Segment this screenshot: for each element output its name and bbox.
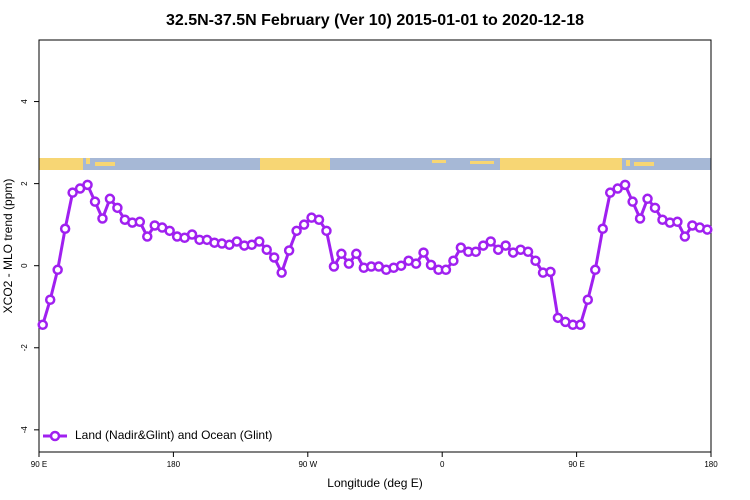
data-point [254, 236, 265, 247]
data-point [44, 294, 56, 306]
data-point [343, 258, 355, 269]
data-point [492, 244, 504, 255]
data-point [313, 214, 325, 225]
data-point [291, 225, 302, 237]
y-tick-label: -2 [20, 344, 29, 352]
y-axis-label: XCO2 - MLO trend (ppm) [1, 179, 15, 314]
data-point [530, 255, 541, 267]
data-point [283, 245, 295, 256]
data-point [37, 319, 48, 331]
data-point [470, 246, 482, 257]
data-point [642, 193, 653, 205]
series-line [41, 182, 708, 327]
data-point [485, 236, 496, 247]
y-tick-label: -4 [20, 426, 29, 434]
plot-frame [38, 39, 712, 453]
x-tick-label: 180 [704, 460, 718, 469]
data-point [440, 264, 452, 276]
data-point [522, 246, 534, 257]
data-point [545, 266, 556, 278]
y-tick-label: 4 [20, 99, 29, 104]
data-point [186, 229, 198, 240]
data-point [649, 202, 661, 214]
data-point [82, 179, 93, 191]
data-point [89, 196, 101, 207]
data-point [418, 247, 429, 258]
land-ocean-band [39, 158, 711, 170]
data-point [552, 312, 564, 324]
data-point [619, 179, 631, 191]
data-point [455, 242, 467, 253]
data-point [672, 216, 683, 228]
data-point [276, 267, 287, 278]
legend-marker [49, 430, 61, 442]
x-tick-label: 180 [167, 460, 181, 469]
data-point [351, 248, 362, 260]
data-point [321, 225, 332, 237]
data-point [590, 264, 601, 276]
y-tick-label: 0 [20, 263, 29, 268]
data-point [112, 202, 123, 214]
data-point [67, 187, 78, 198]
data-point [104, 193, 116, 205]
data-point [52, 264, 63, 276]
data-point [634, 213, 646, 224]
legend-label: Land (Nadir&Glint) and Ocean (Glint) [75, 428, 272, 442]
data-point [164, 225, 175, 237]
x-tick-label: 90 E [568, 460, 584, 469]
data-point [134, 216, 146, 228]
data-point [410, 258, 422, 269]
data-point [702, 224, 713, 235]
data-point [395, 260, 407, 271]
data-point [59, 223, 71, 235]
data-point [268, 252, 280, 263]
x-tick-label: 90 E [31, 460, 47, 469]
data-point [500, 240, 511, 251]
chart-title: 32.5N-37.5N February (Ver 10) 2015-01-01… [166, 12, 584, 29]
data-point [97, 213, 108, 224]
x-tick-label: 90 W [298, 460, 317, 469]
data-point [328, 261, 340, 272]
data-point [575, 319, 586, 331]
y-tick-label: 2 [20, 181, 29, 186]
data-point [425, 259, 437, 271]
data-point [448, 255, 459, 267]
data-point [627, 196, 638, 207]
data-point [231, 236, 243, 247]
data-point [582, 294, 594, 306]
data-point [336, 248, 347, 260]
data-point [679, 231, 691, 242]
legend: Land (Nadir&Glint) and Ocean (Glint) [43, 428, 272, 442]
data-point [142, 231, 153, 242]
x-axis-label: Longitude (deg E) [327, 476, 422, 490]
x-tick-label: 0 [440, 460, 445, 469]
data-point [597, 223, 608, 235]
data-point [261, 244, 272, 255]
data-point [604, 187, 616, 198]
data-point [478, 240, 489, 251]
data-point [298, 219, 310, 230]
